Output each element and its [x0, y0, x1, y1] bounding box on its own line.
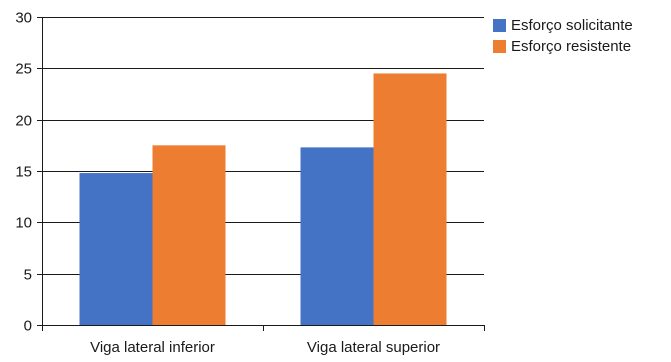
- axes: [37, 17, 485, 331]
- legend-swatch-esforco-resistente: [493, 40, 506, 53]
- y-axis-tick-labels: 0 5 10 15 20 25 30: [15, 10, 32, 335]
- x-category-label-0: Viga lateral inferior: [90, 339, 215, 356]
- bar-esfor-o-solicitante-0: [79, 173, 153, 325]
- bar-esfor-o-solicitante-1: [300, 147, 374, 325]
- bars: [79, 73, 447, 325]
- y-tick-label-15: 15: [15, 164, 32, 181]
- y-tick-label-30: 30: [15, 10, 32, 27]
- y-tick-label-20: 20: [15, 113, 32, 130]
- x-axis-category-labels: Viga lateral inferior Viga lateral superi…: [90, 339, 440, 356]
- legend-item-esforco-solicitante: Esforço solicitante: [493, 15, 633, 36]
- legend-swatch-esforco-solicitante: [493, 19, 506, 32]
- legend-item-esforco-resistente: Esforço resistente: [493, 36, 633, 57]
- y-tick-label-25: 25: [15, 61, 32, 78]
- legend-label-esforco-resistente: Esforço resistente: [511, 38, 632, 55]
- y-tick-label-10: 10: [15, 215, 32, 232]
- legend: Esforço solicitante Esforço resistente: [493, 15, 633, 57]
- bar-esfor-o-resistente-1: [373, 73, 447, 325]
- y-tick-label-0: 0: [24, 318, 32, 335]
- x-category-label-1: Viga lateral superior: [307, 339, 440, 356]
- legend-label-esforco-solicitante: Esforço solicitante: [511, 17, 633, 34]
- y-tick-label-5: 5: [24, 267, 32, 284]
- bar-esfor-o-resistente-0: [152, 145, 226, 325]
